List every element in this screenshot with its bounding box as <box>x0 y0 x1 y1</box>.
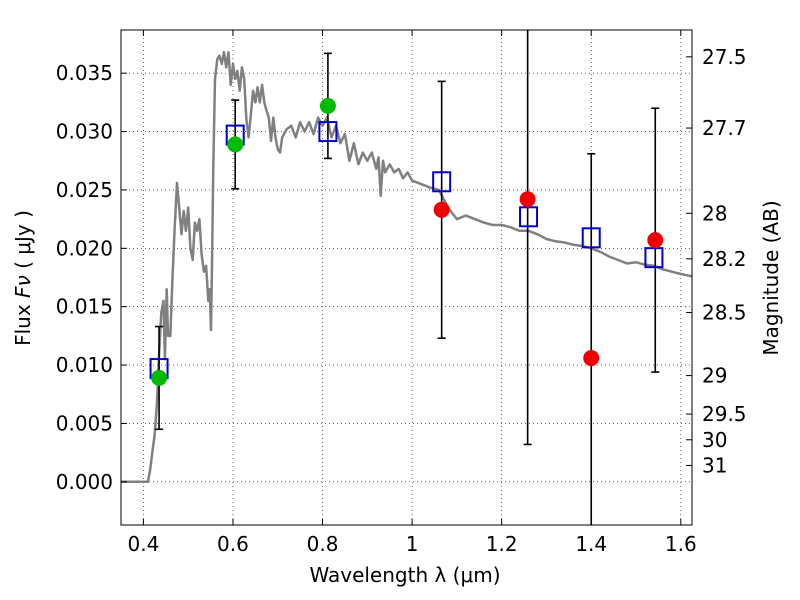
y-tick-labels: 0.000 0.005 0.010 0.015 0.020 0.025 0.030 0.035 <box>56 61 113 494</box>
x-tick-label: 0.4 <box>127 532 159 556</box>
observed-point-red <box>647 232 664 249</box>
model-point-square <box>581 227 601 249</box>
y-axis-title-suffix: ( μJy ) <box>11 210 35 275</box>
x-tick-label: 1 <box>406 532 419 556</box>
magnitude-tick-label: 27.5 <box>702 45 747 69</box>
y-tick-label: 0.035 <box>56 61 113 85</box>
x-tick-label: 0.8 <box>307 532 339 556</box>
y2-axis-title: Magnitude (AB) <box>759 200 783 355</box>
y-tick-label: 0.020 <box>56 236 113 260</box>
observed-point-red <box>433 201 450 218</box>
magnitude-tick-label: 30 <box>702 428 727 452</box>
observed-point-red <box>583 350 600 367</box>
y-axis-title-symbol: Fν <box>11 275 35 298</box>
y-axis-title: Flux Fν ( μJy ) <box>11 210 35 346</box>
plot-frame <box>120 29 693 526</box>
y-axis-title-prefix: Flux <box>11 298 35 346</box>
x-tick-labels: 0.4 0.6 0.8 1 1.2 1.4 1.6 <box>127 532 696 556</box>
x-tick-label: 1.2 <box>486 532 518 556</box>
x-tick-label: 0.6 <box>217 532 249 556</box>
magnitude-tick-label: 28.5 <box>702 301 747 325</box>
model-point-square <box>318 121 338 143</box>
magnitude-tick-label: 27.7 <box>702 116 747 140</box>
x-tick-label: 1.6 <box>665 532 697 556</box>
magnitude-tick-label: 28.2 <box>702 247 747 271</box>
error-bars <box>155 30 660 525</box>
model-point-square <box>644 247 664 269</box>
observed-point-green <box>227 136 244 153</box>
observed-photometry-points <box>151 97 664 386</box>
observed-point-red <box>519 191 536 208</box>
magnitude-tick-label: 29.5 <box>702 402 747 426</box>
model-point-square <box>432 171 452 193</box>
magnitude-tick-label: 28 <box>702 201 727 225</box>
model-point-square <box>519 206 539 228</box>
magnitude-tick-label: 29 <box>702 364 727 388</box>
model-spectrum <box>121 50 693 484</box>
magnitude-tick-label: 31 <box>702 453 727 477</box>
x-tick-label: 1.4 <box>575 532 607 556</box>
axis-ticks <box>121 30 692 525</box>
model-spectrum-line <box>121 50 693 484</box>
observed-point-green <box>319 97 336 114</box>
observed-point-green <box>151 369 168 386</box>
x-axis-title: Wavelength λ (μm) <box>309 563 500 587</box>
y-tick-label: 0.005 <box>56 411 113 435</box>
y-tick-label: 0.000 <box>56 470 113 494</box>
y-tick-label: 0.030 <box>56 120 113 144</box>
y-tick-label: 0.015 <box>56 295 113 319</box>
y-tick-label: 0.025 <box>56 178 113 202</box>
y-tick-label: 0.010 <box>56 353 113 377</box>
model-photometry-points <box>149 121 664 380</box>
